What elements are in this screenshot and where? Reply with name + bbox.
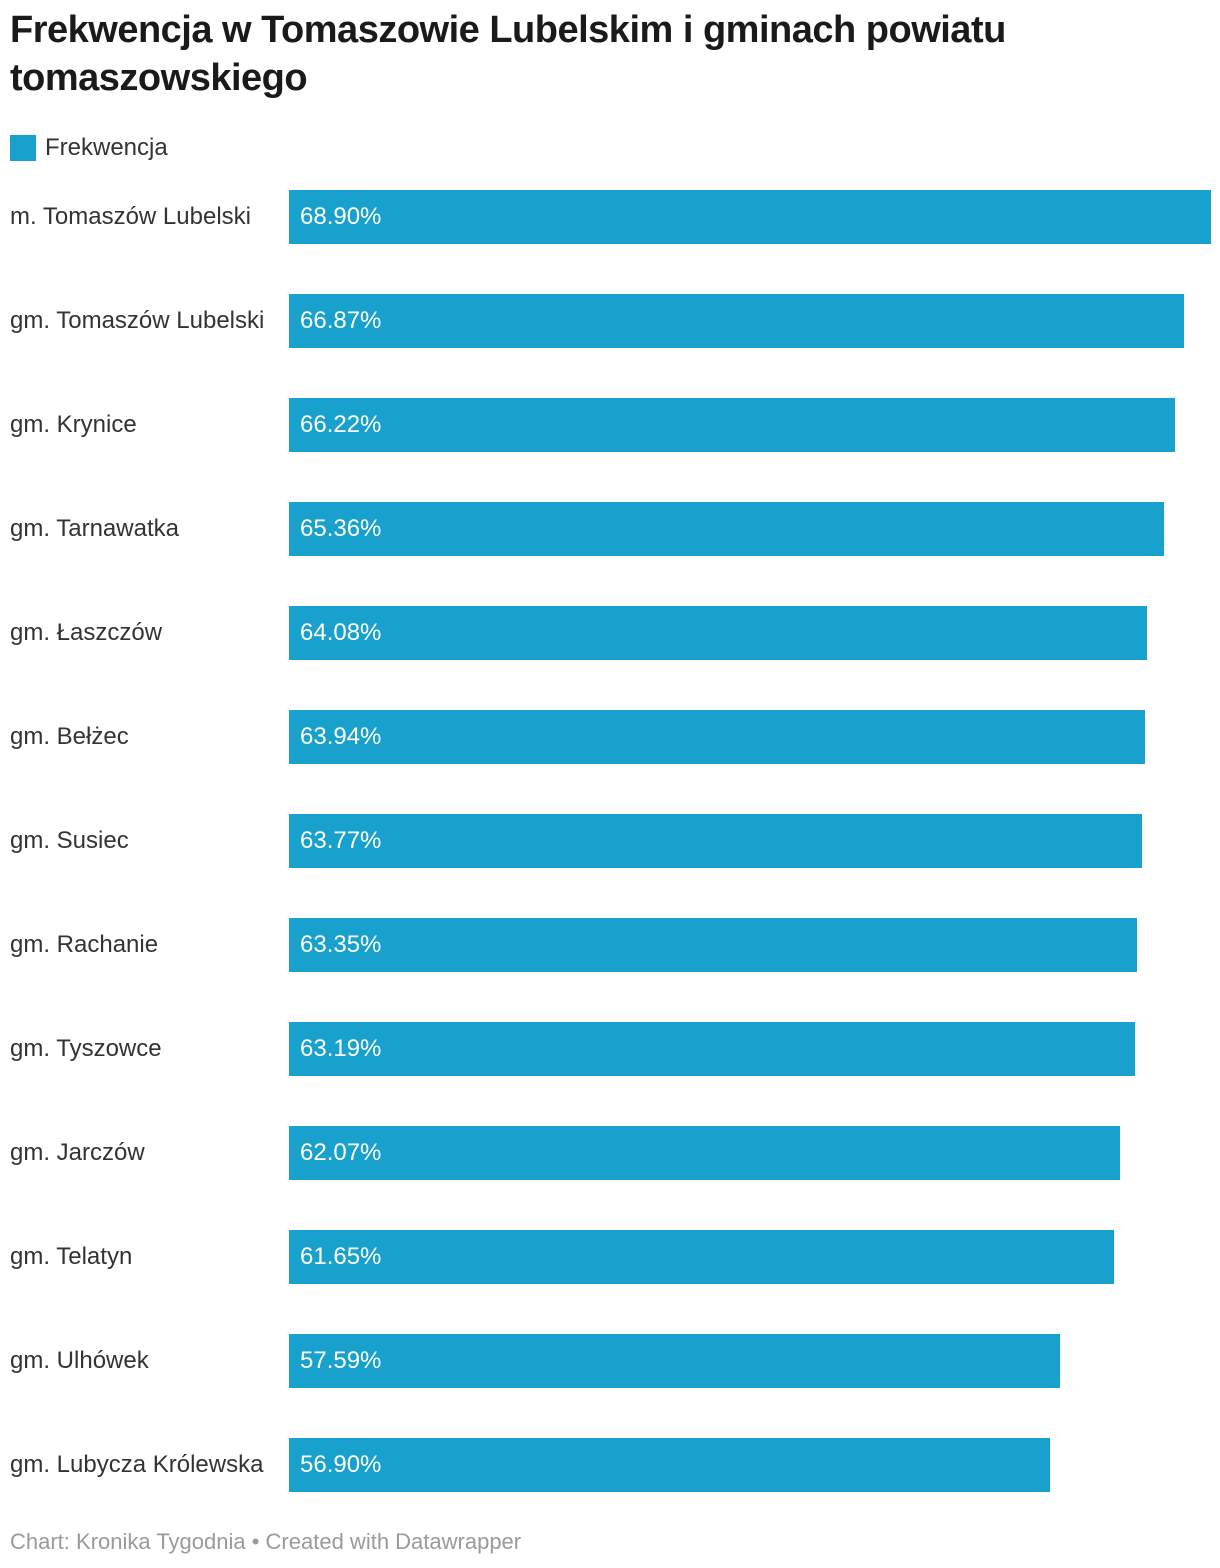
chart-row: gm. Łaszczów 64.08%: [0, 606, 1220, 710]
category-label: gm. Jarczów: [10, 1139, 145, 1166]
bar-value-label: 63.19%: [300, 1035, 382, 1062]
chart-row: m. Tomaszów Lubelski 68.90%: [0, 190, 1220, 294]
bar-value-label: 66.22%: [300, 411, 382, 438]
chart-row: gm. Rachanie 63.35%: [0, 918, 1220, 1022]
bar-chart: m. Tomaszów Lubelski 68.90% gm. Tomaszów L…: [0, 190, 1220, 1542]
bar: 63.77%: [289, 814, 1142, 868]
chart-row: gm. Lubycza Królewska 56.90%: [0, 1438, 1220, 1542]
bar: 65.36%: [289, 502, 1164, 556]
bar-value-label: 68.90%: [300, 203, 382, 230]
category-label: gm. Tyszowce: [10, 1035, 162, 1062]
bar-value-label: 61.65%: [300, 1243, 382, 1270]
chart-footer: Chart: Kronika Tygodnia • Created with D…: [10, 1529, 522, 1554]
bar-value-label: 56.90%: [300, 1451, 382, 1478]
bar-value-label: 63.77%: [300, 827, 382, 854]
chart-row: gm. Krynice 66.22%: [0, 398, 1220, 502]
category-label: gm. Rachanie: [10, 931, 159, 958]
bar-value-label: 63.35%: [300, 931, 382, 958]
category-label: gm. Bełżec: [10, 723, 129, 750]
bar: 64.08%: [289, 606, 1147, 660]
bar-value-label: 57.59%: [300, 1347, 382, 1374]
chart-row: gm. Tomaszów Lubelski 66.87%: [0, 294, 1220, 398]
category-label: gm. Krynice: [10, 411, 137, 438]
chart-row: gm. Telatyn 61.65%: [0, 1230, 1220, 1334]
bar: 66.22%: [289, 398, 1175, 452]
bar: 57.59%: [289, 1334, 1060, 1388]
category-label: gm. Susiec: [10, 827, 129, 854]
legend-swatch-icon: [10, 135, 36, 161]
legend: Frekwencja: [10, 134, 168, 162]
bar-value-label: 64.08%: [300, 619, 382, 646]
category-label: gm. Tomaszów Lubelski: [10, 307, 265, 334]
bar: 62.07%: [289, 1126, 1120, 1180]
chart-title: Frekwencja w Tomaszowie Lubelskim i gmin…: [10, 9, 1006, 100]
chart-row: gm. Jarczów 62.07%: [0, 1126, 1220, 1230]
bar: 66.87%: [289, 294, 1184, 348]
bar: 68.90%: [289, 190, 1211, 244]
legend-label: Frekwencja: [45, 134, 168, 161]
category-label: gm. Tarnawatka: [10, 515, 179, 542]
chart-row: gm. Tarnawatka 65.36%: [0, 502, 1220, 606]
category-label: gm. Lubycza Królewska: [10, 1451, 264, 1478]
bar-value-label: 62.07%: [300, 1139, 382, 1166]
chart-row: gm. Susiec 63.77%: [0, 814, 1220, 918]
bar-value-label: 65.36%: [300, 515, 382, 542]
bar: 63.35%: [289, 918, 1137, 972]
bar: 61.65%: [289, 1230, 1114, 1284]
chart-row: gm. Tyszowce 63.19%: [0, 1022, 1220, 1126]
bar: 63.19%: [289, 1022, 1135, 1076]
bar: 63.94%: [289, 710, 1145, 764]
bar-value-label: 63.94%: [300, 723, 382, 750]
category-label: gm. Telatyn: [10, 1243, 133, 1270]
category-label: m. Tomaszów Lubelski: [10, 203, 251, 230]
bar-value-label: 66.87%: [300, 307, 382, 334]
bar: 56.90%: [289, 1438, 1050, 1492]
category-label: gm. Ulhówek: [10, 1347, 149, 1374]
chart-row: gm. Ulhówek 57.59%: [0, 1334, 1220, 1438]
category-label: gm. Łaszczów: [10, 619, 163, 646]
chart-row: gm. Bełżec 63.94%: [0, 710, 1220, 814]
